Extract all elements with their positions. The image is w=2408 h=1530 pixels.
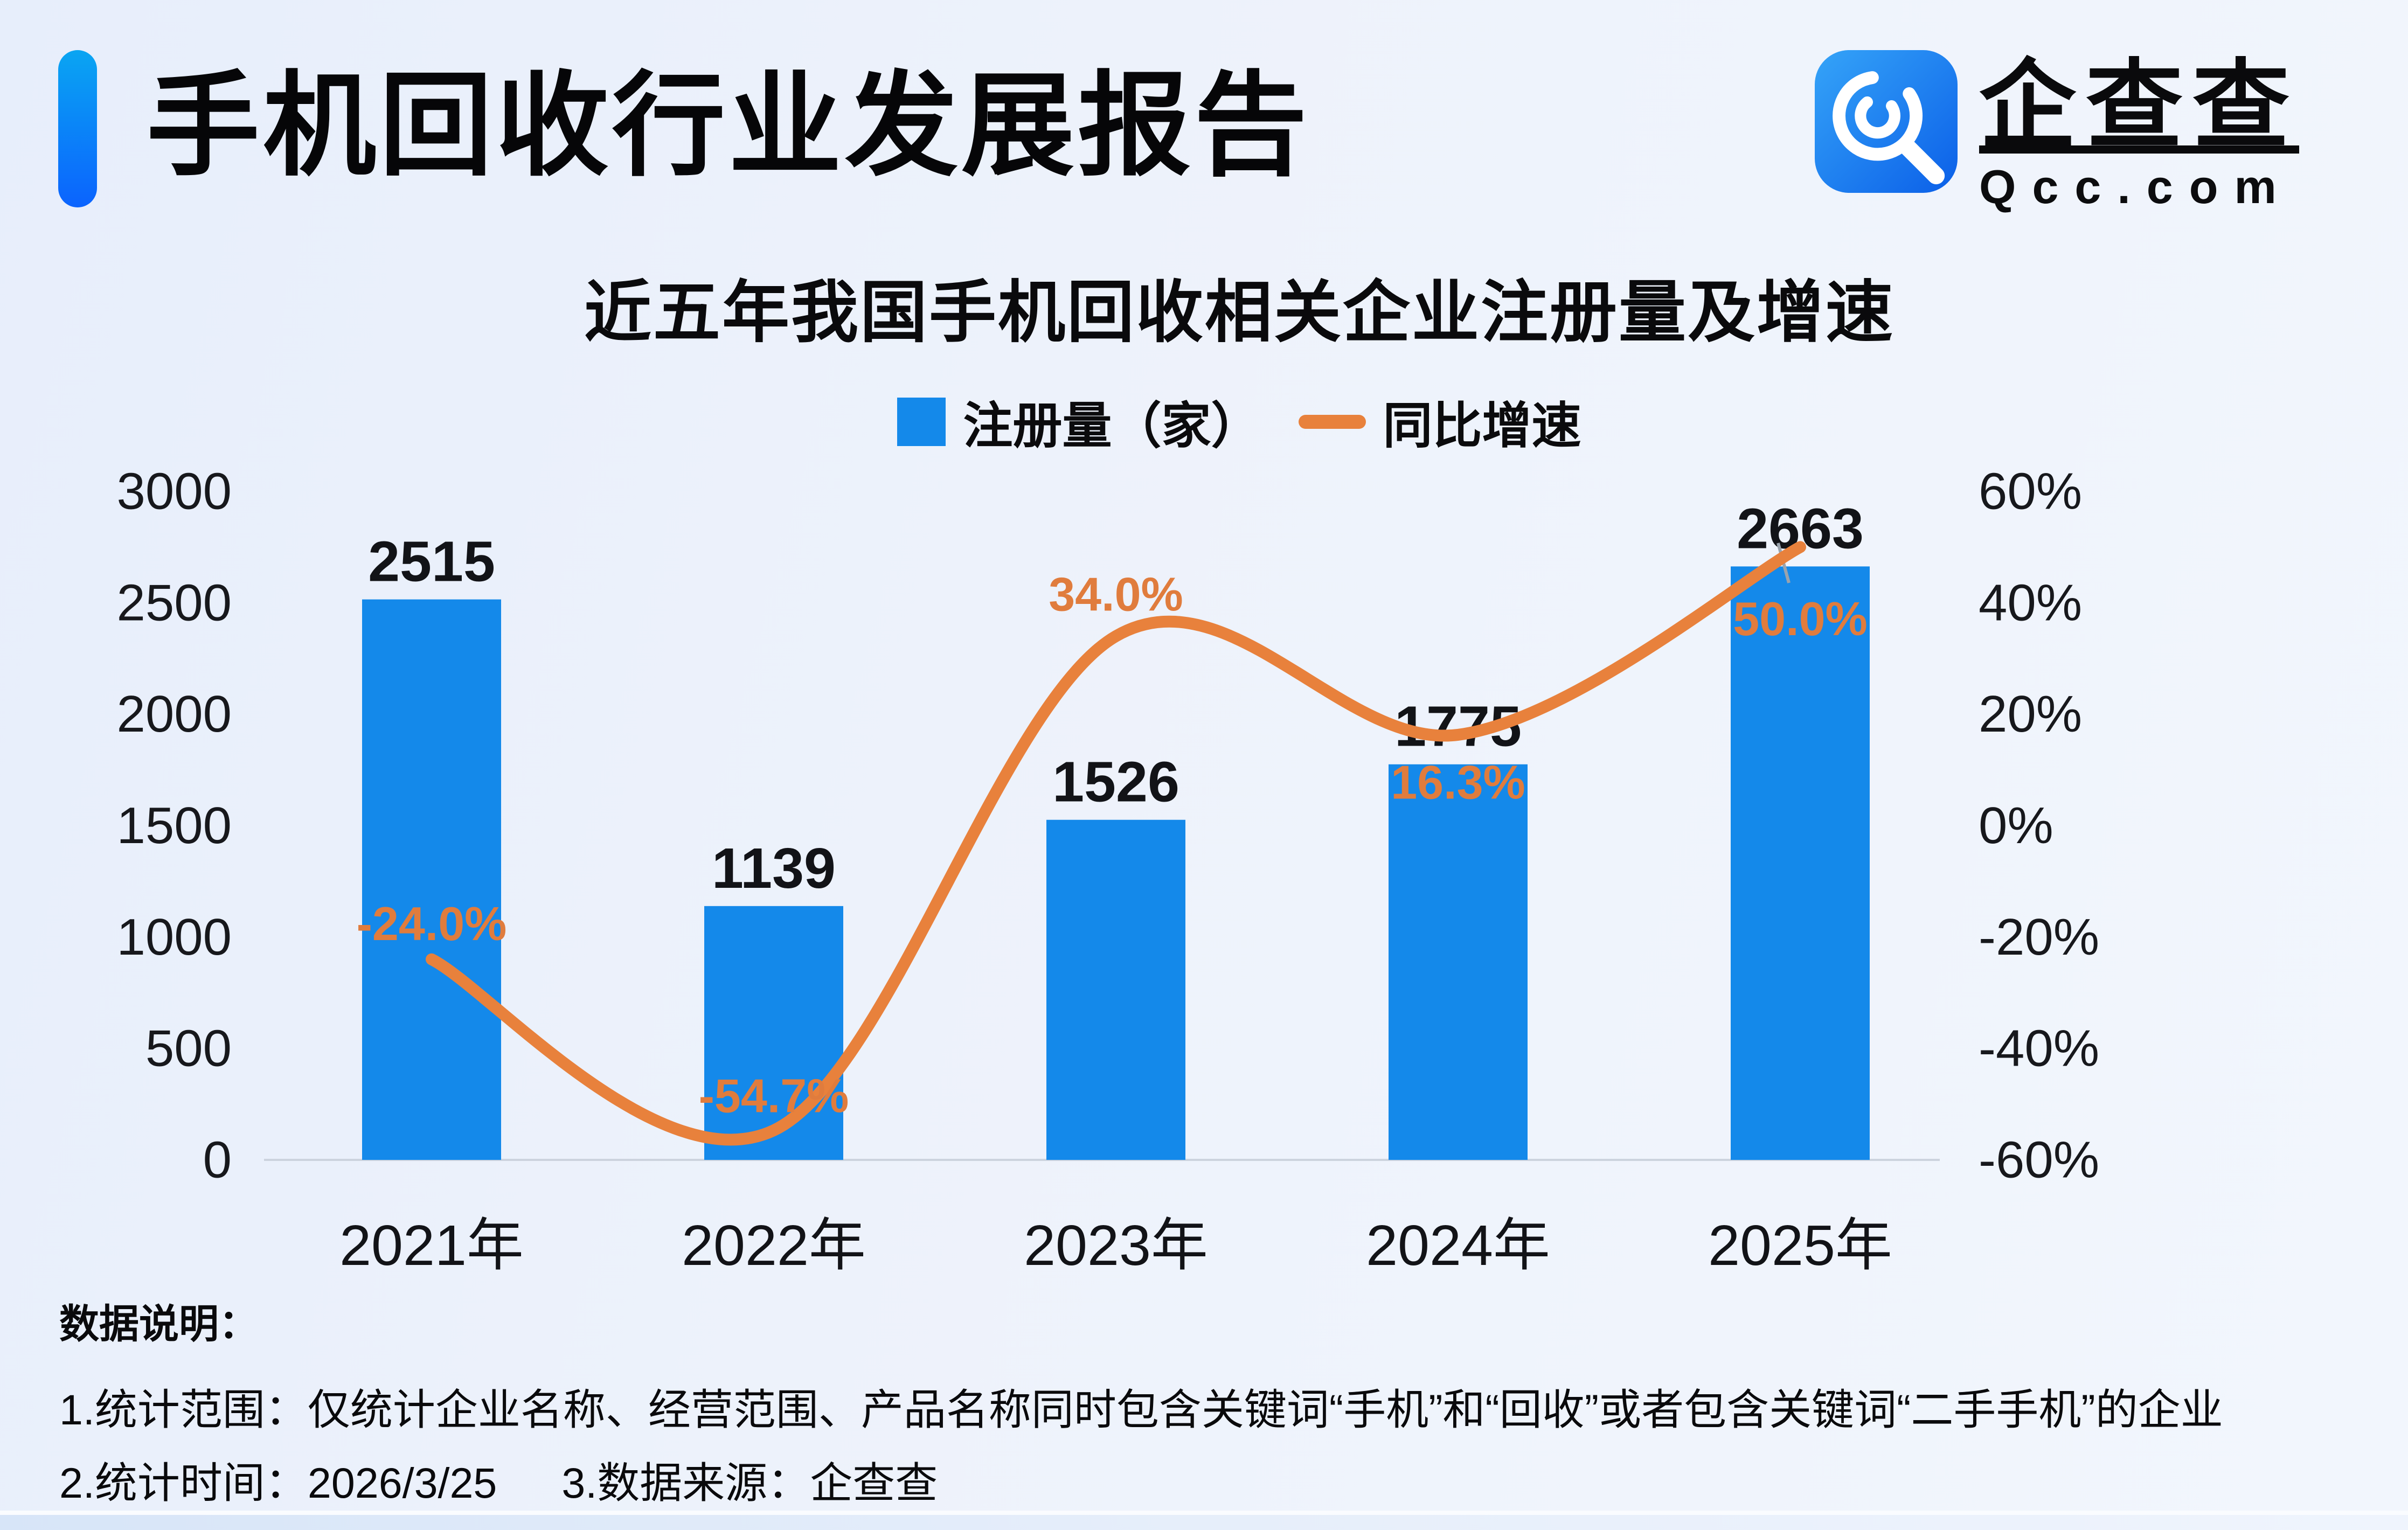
footer-note-source: 3.数据来源：企查查 xyxy=(561,1459,938,1507)
left-axis-tick: 3000 xyxy=(116,463,232,520)
legend-line-swatch xyxy=(1298,414,1366,429)
line-value-label: -24.0% xyxy=(357,897,507,950)
qcc-brand-name: 企查查 xyxy=(1979,52,2300,160)
qcc-domain: Qcc.com xyxy=(1979,160,2293,213)
bar-value-label: 1139 xyxy=(712,837,836,900)
bar-2021年 xyxy=(362,599,501,1160)
bar-value-label: 1526 xyxy=(1052,750,1179,814)
legend-item-registrations: 注册量（家） xyxy=(897,386,1261,457)
x-axis-label: 2024年 xyxy=(1366,1214,1550,1277)
right-axis-tick: 40% xyxy=(1979,574,2082,631)
left-axis-tick: 2000 xyxy=(116,685,232,743)
page-title: 手机回收行业发展报告 xyxy=(147,62,1311,189)
left-axis-tick: 1000 xyxy=(116,908,232,966)
right-axis-tick: 60% xyxy=(1979,463,2082,520)
right-axis-tick: -40% xyxy=(1979,1020,2099,1077)
footer-note-scope: 1.统计范围：仅统计企业名称、经营范围、产品名称同时包含关键词“手机”和“回收”… xyxy=(59,1386,2223,1434)
qcc-logo-text: 企查查 Qcc.com xyxy=(1979,58,2299,211)
bar-2024年 xyxy=(1389,764,1528,1160)
x-axis-label: 2025年 xyxy=(1708,1214,1892,1277)
legend-item-growth: 同比增速 xyxy=(1298,386,1581,457)
bar-value-label: 2515 xyxy=(368,530,495,594)
right-axis-tick: -60% xyxy=(1979,1131,2099,1189)
line-value-label: 34.0% xyxy=(1049,567,1183,621)
right-axis-tick: -20% xyxy=(1979,908,2099,966)
right-axis-tick: 0% xyxy=(1979,797,2053,854)
legend-bar-swatch xyxy=(897,397,946,446)
legend-line-label: 同比增速 xyxy=(1383,399,1581,454)
line-value-label: 50.0% xyxy=(1733,592,1868,645)
left-axis-tick: 0 xyxy=(203,1131,232,1189)
footer-note-time: 2.统计时间：2026/3/25 xyxy=(59,1459,497,1507)
qcc-logo-icon xyxy=(1815,50,1958,193)
bottom-gradient-strip xyxy=(0,1511,2408,1530)
bar-2023年 xyxy=(1046,819,1185,1160)
left-axis-tick: 500 xyxy=(145,1020,232,1077)
bar-2025年 xyxy=(1731,566,1870,1160)
x-axis-label: 2023年 xyxy=(1024,1214,1208,1277)
x-axis-label: 2022年 xyxy=(682,1214,866,1277)
left-axis-tick: 2500 xyxy=(116,574,232,631)
footer-note-meta: 2.统计时间：2026/3/25 3.数据来源：企查查 xyxy=(59,1448,938,1510)
bar-2022年 xyxy=(704,906,843,1160)
line-value-label: -54.7% xyxy=(699,1069,849,1123)
left-axis-tick: 1500 xyxy=(116,797,232,854)
right-axis-tick: 20% xyxy=(1979,685,2082,743)
chart-legend: 注册量（家） 同比增速 xyxy=(350,386,2128,457)
footer-heading: 数据说明： xyxy=(59,1302,259,1346)
chart-title: 近五年我国手机回收相关企业注册量及增速 xyxy=(584,275,1895,350)
title-accent-bar xyxy=(58,50,97,207)
line-value-label: 16.3% xyxy=(1391,755,1525,809)
growth-line xyxy=(426,541,1806,1146)
legend-bar-label: 注册量（家） xyxy=(963,399,1261,454)
x-axis-label: 2021年 xyxy=(339,1214,524,1277)
qcc-logo: 企查查 Qcc.com xyxy=(1815,50,2299,211)
